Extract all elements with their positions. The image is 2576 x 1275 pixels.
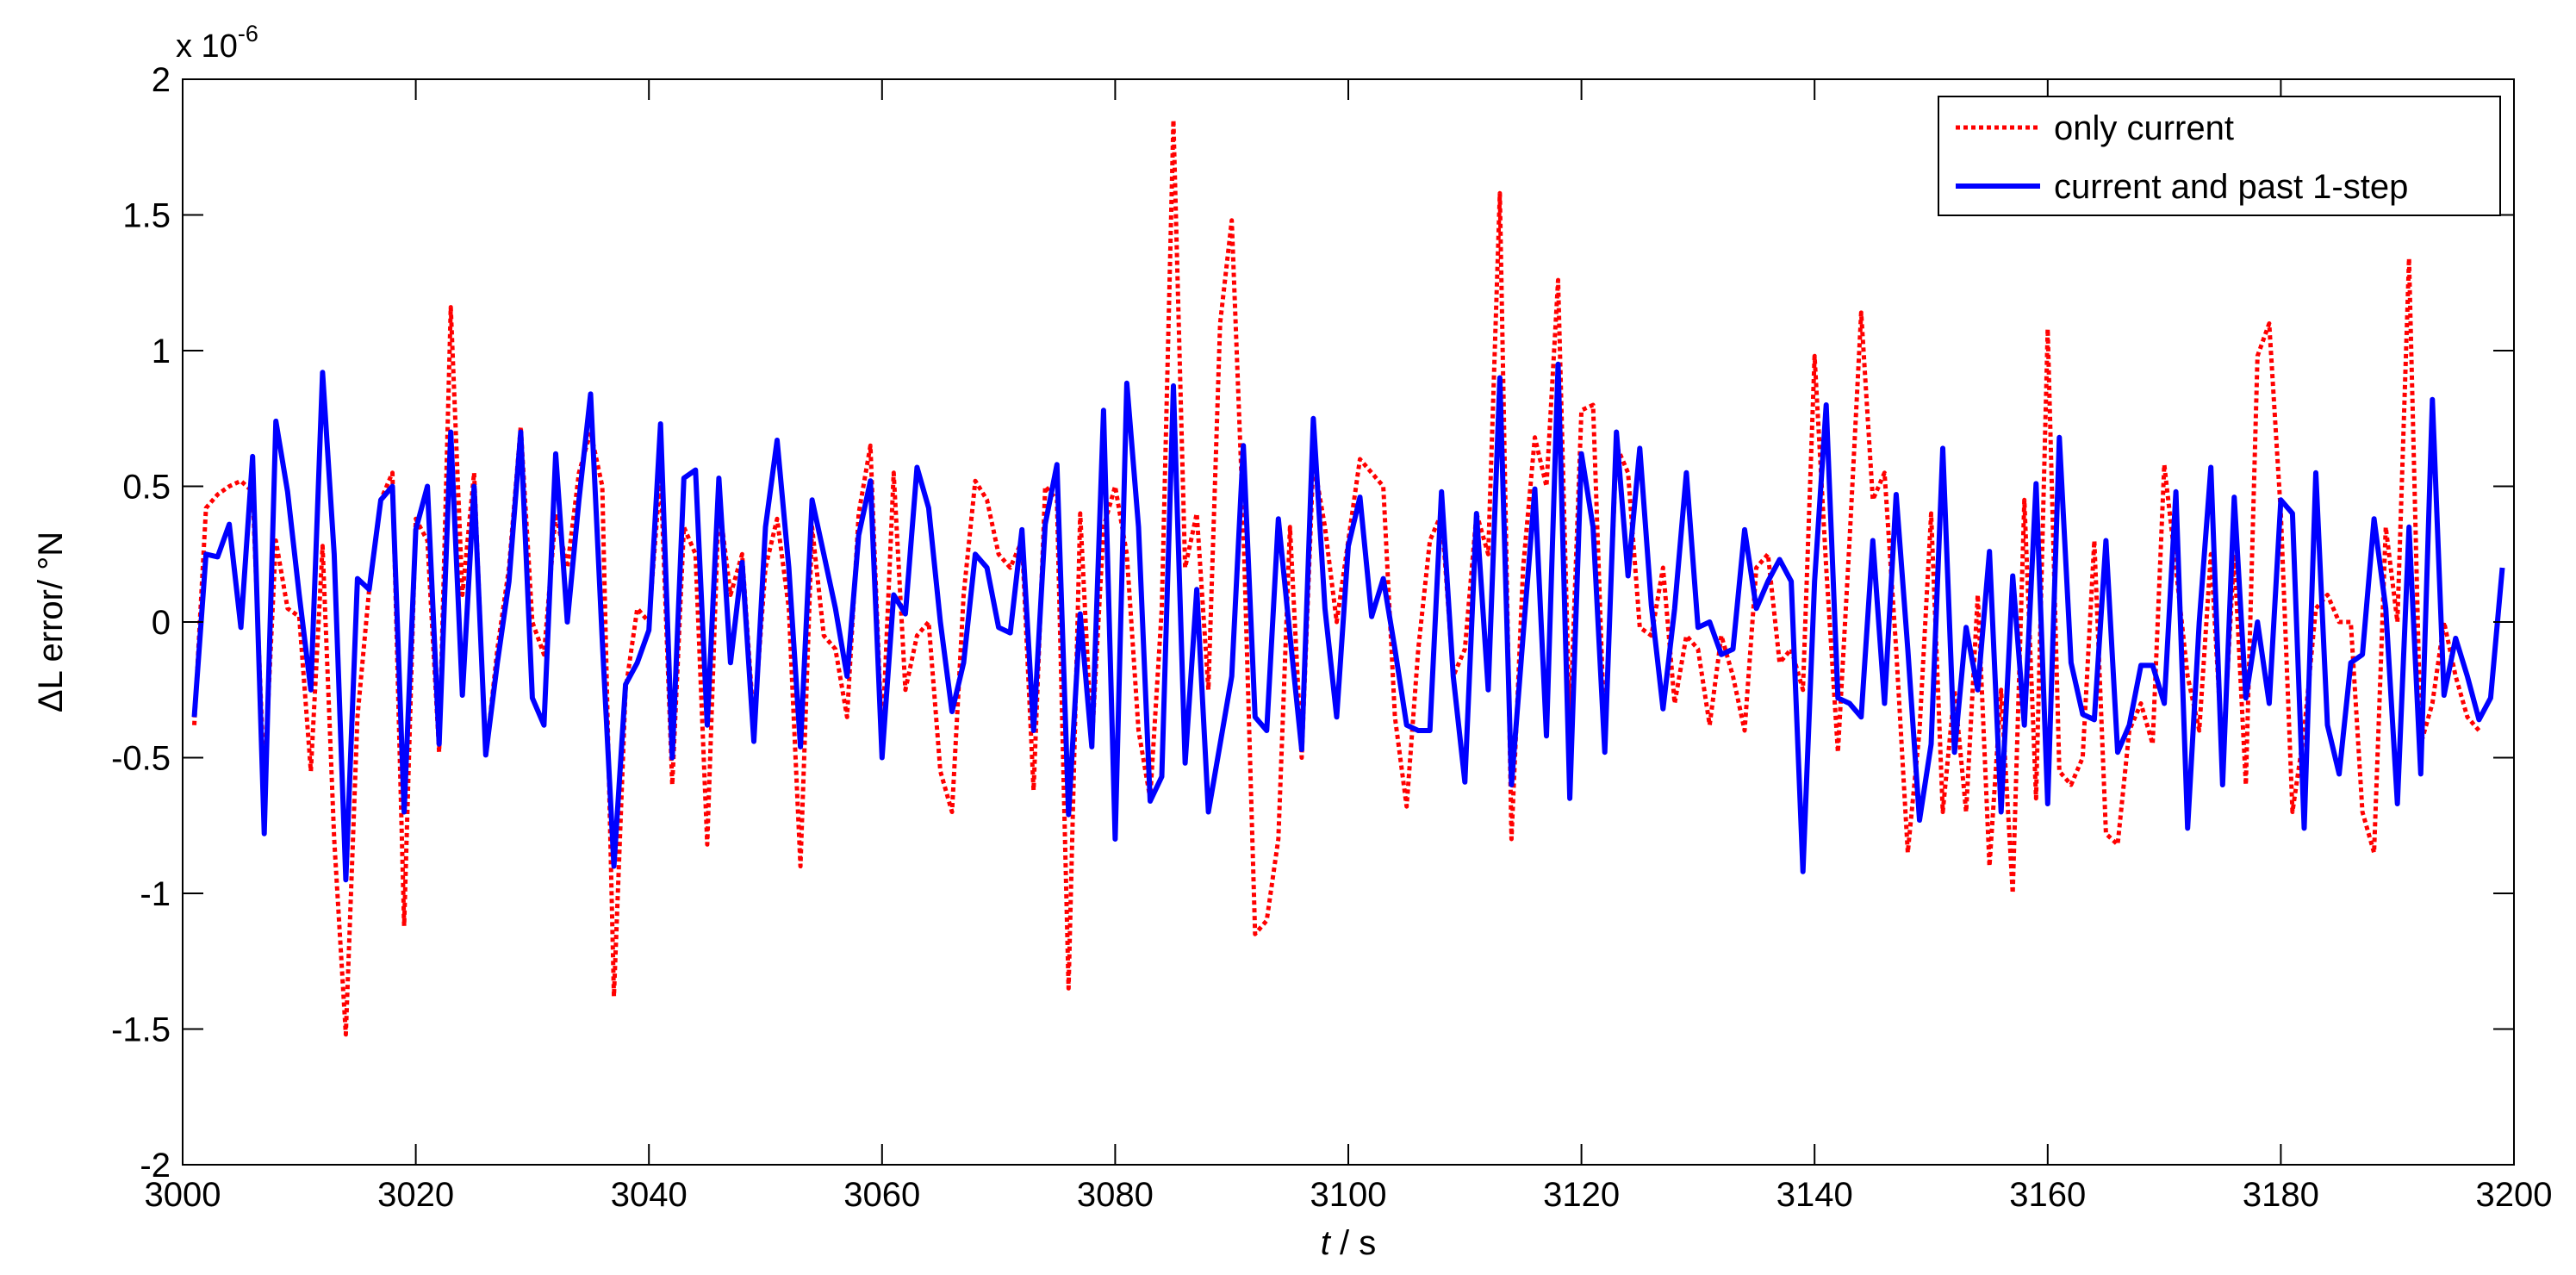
x-tick-label: 3200: [2476, 1176, 2553, 1214]
y-tick-label: 0: [152, 604, 171, 642]
y-tick-label: 2: [152, 61, 171, 99]
legend: only current current and past 1-step: [1938, 96, 2501, 216]
ticks-layer: [182, 78, 2515, 1166]
x-tick-label: 3080: [1077, 1176, 1154, 1214]
y-tick-label: 0.5: [122, 469, 171, 507]
y-tick-label: -2: [140, 1147, 171, 1185]
legend-box: [1938, 96, 2501, 216]
y-tick-label: -0.5: [111, 740, 171, 778]
x-axis-label-unit: / s: [1330, 1224, 1376, 1262]
x-tick-label: 3120: [1543, 1176, 1620, 1214]
x-tick-label: 3160: [2009, 1176, 2086, 1214]
x-axis-label: t / s: [1321, 1224, 1376, 1262]
y-exponent-power: -6: [238, 21, 258, 47]
y-tick-label: 1.5: [122, 197, 171, 235]
y-axis-exponent: x 10-6: [176, 21, 258, 65]
legend-label: current and past 1-step: [2054, 168, 2408, 206]
series-line-2: [191, 361, 2505, 883]
y-tick-label: -1: [140, 875, 171, 913]
x-tick-label: 3060: [843, 1176, 920, 1214]
legend-label: only current: [2054, 109, 2234, 147]
x-tick-label: 3020: [377, 1176, 454, 1214]
x-tick-label: 3140: [1776, 1176, 1853, 1214]
tick-labels-layer: 3000 3020 3040 3060 3080 3100 3120 3140 3160 3180…: [111, 61, 2552, 1214]
plot-area: [183, 79, 2514, 1165]
x-tick-label: 3100: [1310, 1176, 1387, 1214]
y-exponent-prefix: x 10: [176, 28, 238, 65]
x-tick-label: 3040: [611, 1176, 688, 1214]
y-axis-label: ΔL error/ °N: [32, 532, 70, 712]
legend-items: only current current and past 1-step: [1956, 109, 2408, 206]
y-tick-label: 1: [152, 333, 171, 370]
series-layer: [191, 117, 2505, 1037]
x-tick-label: 3180: [2243, 1176, 2319, 1214]
y-tick-label: -1.5: [111, 1011, 171, 1049]
x-axis-label-variable: t: [1321, 1224, 1332, 1262]
x-tick-label: 3000: [145, 1176, 221, 1214]
